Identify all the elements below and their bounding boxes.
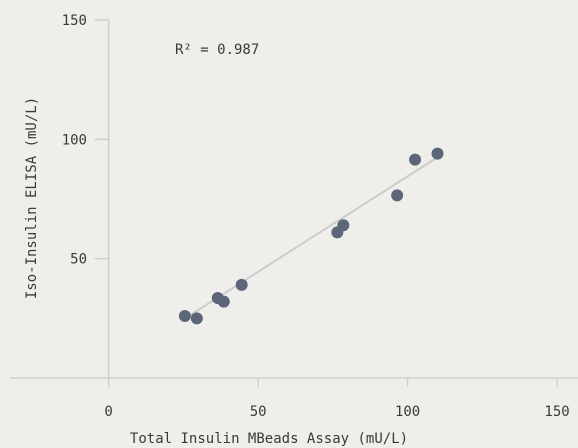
- data-point: [190, 312, 203, 325]
- data-point: [409, 153, 422, 166]
- x-axis-title: Total Insulin MBeads Assay (mU/L): [130, 431, 408, 447]
- x-tick-label: 150: [544, 404, 569, 420]
- trendline: [182, 156, 439, 321]
- data-point: [235, 278, 248, 291]
- data-points: [178, 147, 444, 325]
- r-squared-annotation: R² = 0.987: [175, 42, 259, 58]
- y-tick-label: 150: [62, 13, 87, 29]
- x-tick-label: 0: [104, 404, 112, 420]
- axes: [10, 20, 578, 379]
- tick-group: 0 50 100 150 50 100 150: [62, 13, 570, 420]
- y-tick-label: 50: [70, 252, 87, 268]
- x-tick-label: 50: [250, 404, 267, 420]
- x-tick-label: 100: [395, 404, 420, 420]
- y-tick-label: 100: [62, 132, 87, 148]
- y-axis-title: Iso-Insulin ELISA (mU/L): [24, 97, 40, 299]
- data-point: [178, 309, 191, 322]
- data-point: [217, 295, 230, 308]
- data-point: [431, 147, 444, 160]
- data-point: [391, 189, 404, 202]
- data-point: [337, 219, 350, 232]
